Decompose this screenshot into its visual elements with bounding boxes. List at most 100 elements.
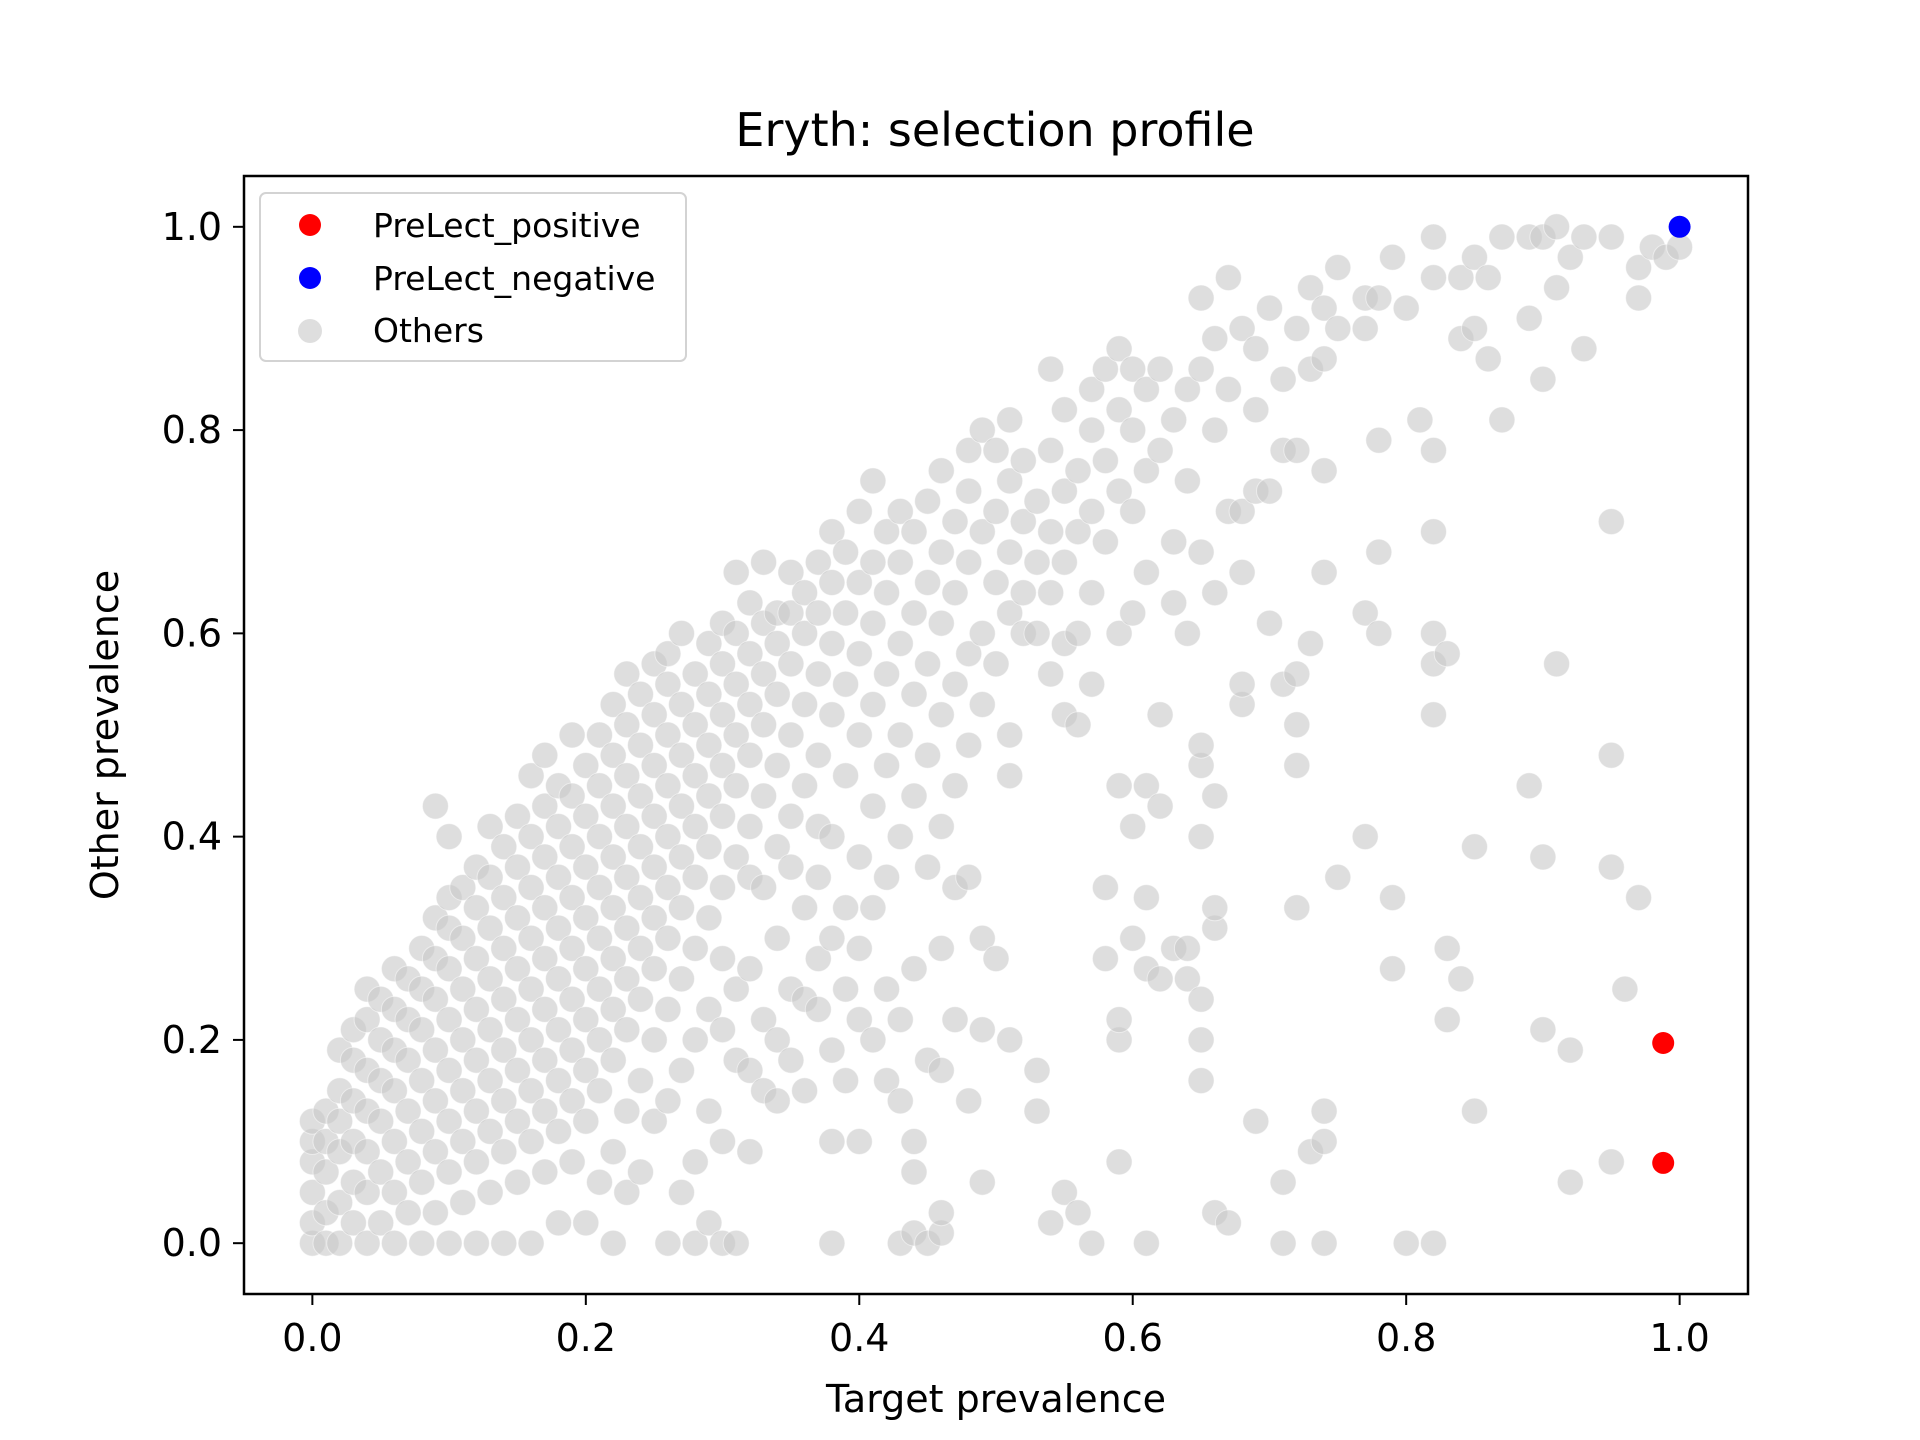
point-others [873,660,901,688]
point-others [504,802,531,830]
point-others [695,630,723,657]
point-others [517,823,545,851]
point-others [845,934,873,962]
point-others [791,691,819,718]
x-tick-label: 0.2 [556,1316,616,1360]
point-others [394,1199,422,1227]
point-others [968,619,996,647]
point-others [1037,579,1065,607]
point-others [709,1016,736,1044]
point-others [517,874,545,901]
point-others [517,924,545,952]
point-others [1091,945,1119,973]
point-others [1228,315,1256,342]
point-others [941,772,969,800]
point-others [668,691,695,718]
point-others [695,782,723,810]
point-others [927,1199,955,1227]
point-others [681,813,709,840]
point-others [777,853,805,881]
point-others [627,731,654,759]
point-others [927,609,955,637]
point-others [1091,874,1119,901]
point-others [1515,772,1543,800]
point-others [750,782,778,810]
point-others [421,985,449,1013]
point-others [859,467,887,495]
point-others [1310,457,1338,485]
point-others [1132,558,1160,586]
point-others [1570,335,1598,363]
point-others [476,965,504,993]
point-others [1105,1148,1133,1176]
point-others [982,436,1010,464]
point-others [640,802,668,830]
point-others [900,599,928,627]
point-others [1310,1097,1338,1125]
point-others [1461,315,1488,342]
point-others [832,894,860,922]
point-others [668,965,695,993]
point-others [531,945,559,973]
point-others [1078,497,1106,525]
point-others [599,1046,627,1074]
point-others [1050,548,1078,576]
point-others [1119,599,1147,627]
point-others [722,975,750,1003]
point-others [927,538,955,566]
point-others [462,1097,490,1125]
point-others [586,924,613,952]
point-others [326,1229,354,1257]
point-others [1078,1229,1106,1257]
legend-marker-prelect-negative [299,267,321,289]
point-others [599,894,627,922]
point-others [1269,365,1297,393]
point-others [1091,447,1119,475]
point-others [490,884,518,912]
point-others [1146,701,1174,729]
point-others [1283,752,1311,779]
point-others [517,1026,545,1054]
point-others [832,1067,860,1095]
point-others [531,843,559,871]
point-others [613,1016,641,1044]
point-others [572,1056,600,1084]
point-others [859,548,887,576]
point-others [1009,447,1037,475]
point-others [367,1158,395,1186]
point-others [517,762,545,790]
point-others [1160,589,1188,617]
legend-label-prelect-positive: PreLect_positive [373,206,641,245]
point-others [900,955,928,983]
point-others [968,1168,996,1196]
x-tick-label: 0.8 [1376,1316,1436,1360]
point-others [709,1128,736,1155]
point-others [504,853,531,881]
point-others [1379,243,1406,271]
point-others [572,802,600,830]
point-others [599,995,627,1023]
legend: PreLect_positive PreLect_negative Others [259,192,687,362]
point-others [695,1209,723,1237]
point-others [681,1229,709,1257]
point-others [558,884,586,912]
point-others [1310,1128,1338,1155]
point-others [1064,619,1092,647]
point-others [1447,264,1475,292]
axis-ticks: 0.0 0.2 0.4 0.6 0.8 1.0 0.0 0.2 0.4 0.6 0.8 1.0 [162,205,1710,1360]
y-tick-label: 0.8 [162,408,222,452]
point-others [586,1077,613,1105]
point-others [845,569,873,596]
point-others [818,569,846,596]
point-others [1037,436,1065,464]
point-others [462,894,490,922]
point-others [886,1006,914,1034]
point-others [640,1026,668,1054]
point-others [627,782,654,810]
point-others [627,934,654,962]
point-others [531,792,559,820]
point-others [1461,1097,1488,1125]
point-others [1132,457,1160,485]
point-others [558,782,586,810]
